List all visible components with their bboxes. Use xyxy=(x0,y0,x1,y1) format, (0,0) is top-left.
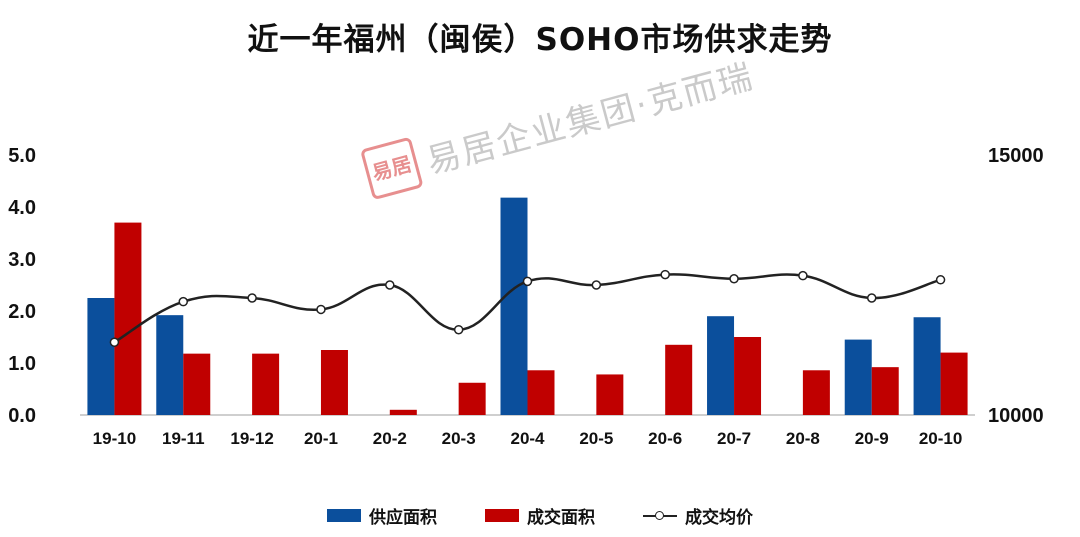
supply-bars xyxy=(87,197,941,415)
x-tick-19-10: 19-10 xyxy=(93,429,136,448)
bar-deal-19-11 xyxy=(183,353,211,415)
deal-bars xyxy=(114,222,968,415)
x-tick-20-1: 20-1 xyxy=(304,429,338,448)
bar-deal-20-4 xyxy=(527,370,555,415)
bar-supply-20-4 xyxy=(500,197,528,415)
price-point-20-4 xyxy=(522,276,533,287)
y-left-tick-labels: 0.0 1.0 2.0 3.0 4.0 5.0 xyxy=(8,145,36,427)
y-left-tick-5.0: 5.0 xyxy=(8,145,36,167)
bar-supply-20-10 xyxy=(913,317,941,415)
price-line xyxy=(109,269,946,347)
price-point-20-5 xyxy=(591,280,602,290)
price-point-20-1 xyxy=(316,304,326,315)
legend-swatch-price xyxy=(643,509,677,523)
bar-deal-20-6 xyxy=(665,344,693,415)
legend: 供应面积 成交面积 成交均价 xyxy=(0,503,1080,528)
bar-deal-20-3 xyxy=(458,382,486,415)
y-left-tick-3.0: 3.0 xyxy=(8,249,36,271)
price-point-19-10 xyxy=(109,337,120,347)
x-tick-labels: 19-10 19-11 19-12 20-1 20-2 20-3 20-4 20-5 20-6 2… xyxy=(93,429,963,448)
x-tick-20-5: 20-5 xyxy=(579,429,613,448)
price-point-20-9 xyxy=(866,293,877,303)
price-point-20-10 xyxy=(935,275,946,285)
price-point-20-2 xyxy=(385,280,395,290)
x-tick-19-11: 19-11 xyxy=(162,429,205,448)
x-tick-20-2: 20-2 xyxy=(373,429,407,448)
legend-swatch-deal xyxy=(485,509,519,522)
bar-supply-20-9 xyxy=(844,339,872,415)
legend-label-deal: 成交面积 xyxy=(527,508,595,528)
y-left-tick-0.0: 0.0 xyxy=(8,405,36,427)
bar-deal-20-10 xyxy=(940,352,968,415)
y-left-tick-1.0: 1.0 xyxy=(8,353,36,375)
x-tick-20-10: 20-10 xyxy=(919,429,962,448)
price-point-19-11 xyxy=(178,296,189,307)
bar-supply-19-10 xyxy=(87,298,115,415)
x-tick-20-8: 20-8 xyxy=(786,429,820,448)
bar-deal-19-12 xyxy=(252,353,280,415)
bar-deal-20-5 xyxy=(596,374,624,415)
y-right-tick-15000: 15000 xyxy=(988,145,1044,167)
x-tick-20-3: 20-3 xyxy=(442,429,476,448)
x-tick-20-4: 20-4 xyxy=(510,429,545,448)
price-point-20-6 xyxy=(660,269,670,280)
y-right-tick-labels: 10000 15000 xyxy=(988,145,1044,427)
y-left-tick-4.0: 4.0 xyxy=(8,197,36,219)
bar-supply-19-11 xyxy=(156,315,184,415)
price-point-20-8 xyxy=(798,270,808,281)
x-tick-20-6: 20-6 xyxy=(648,429,682,448)
bar-deal-19-10 xyxy=(114,222,142,415)
y-right-tick-10000: 10000 xyxy=(988,405,1044,427)
x-tick-19-12: 19-12 xyxy=(230,429,273,448)
x-tick-20-7: 20-7 xyxy=(717,429,751,448)
chart-title: 近一年福州（闽侯）SOHO市场供求走势 xyxy=(247,22,833,58)
price-point-20-3 xyxy=(453,324,464,335)
x-tick-20-9: 20-9 xyxy=(855,429,889,448)
legend-item-price: 成交均价 xyxy=(643,503,753,528)
price-point-19-12 xyxy=(247,293,257,303)
legend-label-supply: 供应面积 xyxy=(369,508,437,528)
legend-label-price: 成交均价 xyxy=(685,508,753,528)
legend-item-deal: 成交面积 xyxy=(485,503,595,528)
legend-item-supply: 供应面积 xyxy=(327,503,437,528)
bar-deal-20-9 xyxy=(871,367,899,415)
bar-deal-20-7 xyxy=(734,337,762,415)
bar-deal-20-8 xyxy=(802,370,830,415)
bar-deal-20-1 xyxy=(320,350,348,415)
legend-swatch-supply xyxy=(327,509,361,522)
y-left-tick-2.0: 2.0 xyxy=(8,301,36,323)
bar-supply-20-7 xyxy=(707,316,735,415)
price-point-20-7 xyxy=(729,274,739,284)
bar-deal-20-2 xyxy=(389,409,417,415)
